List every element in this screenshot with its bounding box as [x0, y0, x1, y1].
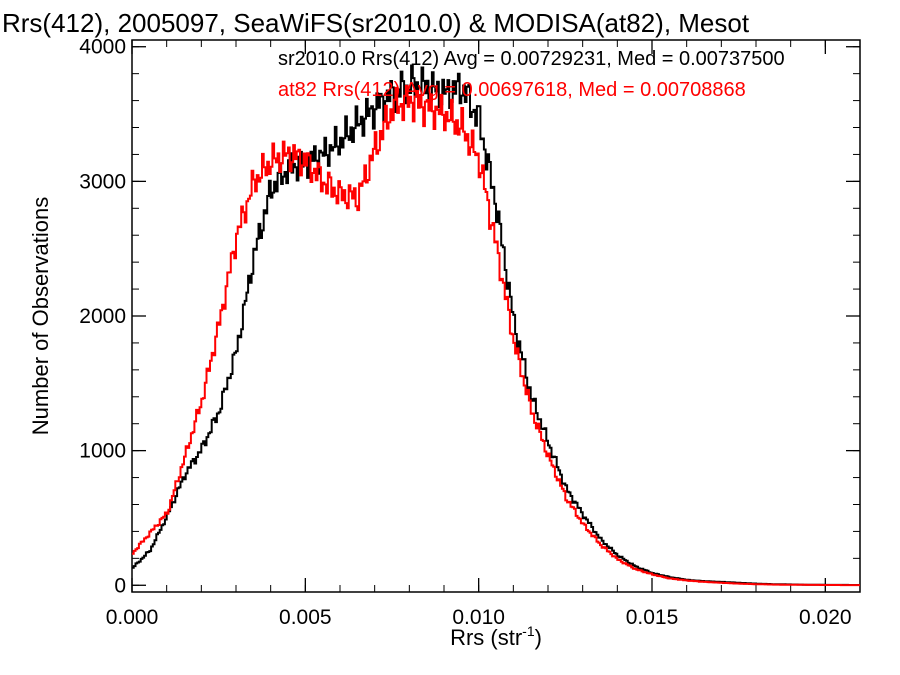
y-tick-label: 3000 — [79, 170, 126, 193]
y-tick-label: 2000 — [79, 305, 126, 328]
plot-frame — [131, 39, 861, 593]
x-tick-label: 0.005 — [279, 606, 332, 629]
series-layer — [132, 64, 860, 587]
y-tick-label: 0 — [114, 574, 126, 597]
x-axis-title-superscript: -1 — [522, 623, 535, 639]
chart-title: Rrs(412), 2005097, SeaWiFS(sr2010.0) & M… — [2, 8, 750, 38]
axis-ticks: 0.000 0.005 0.010 0.015 0.020 0 1000 2000 3000 40… — [79, 36, 861, 629]
x-tick-label: 0.010 — [452, 606, 505, 629]
x-tick-label: 0.000 — [106, 606, 159, 629]
legend-annotation-sr2010: sr2010.0 Rrs(412) Avg = 0.00729231, Med … — [278, 48, 785, 70]
y-tick-label: 4000 — [79, 36, 126, 59]
y-axis-title: Number of Observations — [28, 197, 53, 435]
series-line-at82 — [132, 84, 860, 587]
x-tick-label: 0.020 — [799, 606, 852, 629]
x-axis-title: Rrs (str-1) — [450, 623, 542, 650]
y-tick-label: 1000 — [79, 440, 126, 463]
x-tick-label: 0.015 — [626, 606, 679, 629]
legend-annotation-at82: at82 Rrs(412) Avg = 0.00697618, Med = 0.… — [278, 79, 746, 101]
series-line-sr2010 — [132, 64, 860, 586]
